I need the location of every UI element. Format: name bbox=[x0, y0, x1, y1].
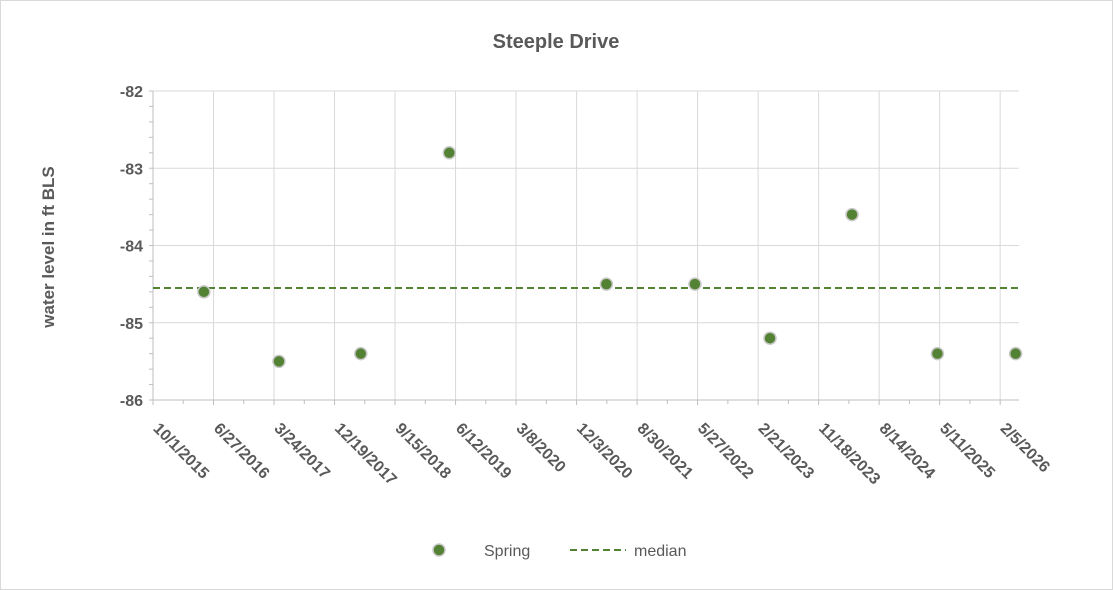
y-tick-label: -85 bbox=[120, 316, 143, 333]
x-tick-label: 8/14/2024 bbox=[876, 420, 938, 482]
y-axis-label: water level in ft BLS bbox=[39, 166, 58, 329]
x-tick-label: 3/8/2020 bbox=[513, 420, 569, 476]
x-tick-label: 12/19/2017 bbox=[331, 420, 400, 489]
legend-spring-label: Spring bbox=[484, 543, 530, 560]
spring-data-point bbox=[1008, 346, 1023, 361]
spring-data-point bbox=[688, 277, 702, 291]
spring-data-point bbox=[272, 354, 286, 369]
legend: Spring median bbox=[432, 543, 686, 560]
x-tick-label: 10/1/2015 bbox=[149, 420, 211, 482]
x-tick-label: 5/11/2025 bbox=[936, 420, 998, 482]
x-tick-label: 11/18/2023 bbox=[815, 420, 883, 488]
x-tick-label: 2/5/2026 bbox=[997, 420, 1053, 476]
chart-title: Steeple Drive bbox=[493, 31, 620, 53]
x-tick-label: 3/24/2017 bbox=[271, 420, 333, 482]
legend-median-label: median bbox=[634, 543, 686, 560]
spring-data-point bbox=[599, 277, 614, 291]
y-tick-label: -84 bbox=[120, 239, 143, 256]
y-tick-label: -82 bbox=[120, 84, 143, 101]
x-tick-labels: 10/1/20156/27/20163/24/201712/19/20179/1… bbox=[149, 420, 1052, 489]
x-tick-label: 12/3/2020 bbox=[573, 420, 635, 482]
x-tick-label: 8/30/2021 bbox=[634, 420, 696, 482]
y-tick-labels: -82 -83 -84 -85 -86 bbox=[120, 84, 143, 410]
y-tick-label: -83 bbox=[120, 161, 143, 178]
x-tick-label: 9/15/2018 bbox=[392, 420, 454, 482]
spring-data-point bbox=[442, 146, 457, 160]
x-tick-label: 5/27/2022 bbox=[694, 420, 756, 482]
spring-data-point bbox=[845, 207, 859, 222]
axes bbox=[149, 90, 1019, 405]
horizontal-gridlines bbox=[153, 90, 1019, 401]
points-layer bbox=[197, 146, 1023, 369]
spring-data-point bbox=[197, 285, 211, 299]
spring-data-point bbox=[763, 331, 777, 345]
legend-spring-marker bbox=[432, 543, 446, 557]
y-tick-label: -86 bbox=[120, 393, 143, 410]
spring-data-point bbox=[930, 346, 945, 361]
x-tick-label: 6/12/2019 bbox=[452, 420, 514, 482]
x-tick-label: 2/21/2023 bbox=[755, 420, 817, 482]
x-tick-label: 6/27/2016 bbox=[210, 420, 272, 482]
spring-data-point bbox=[354, 346, 368, 361]
